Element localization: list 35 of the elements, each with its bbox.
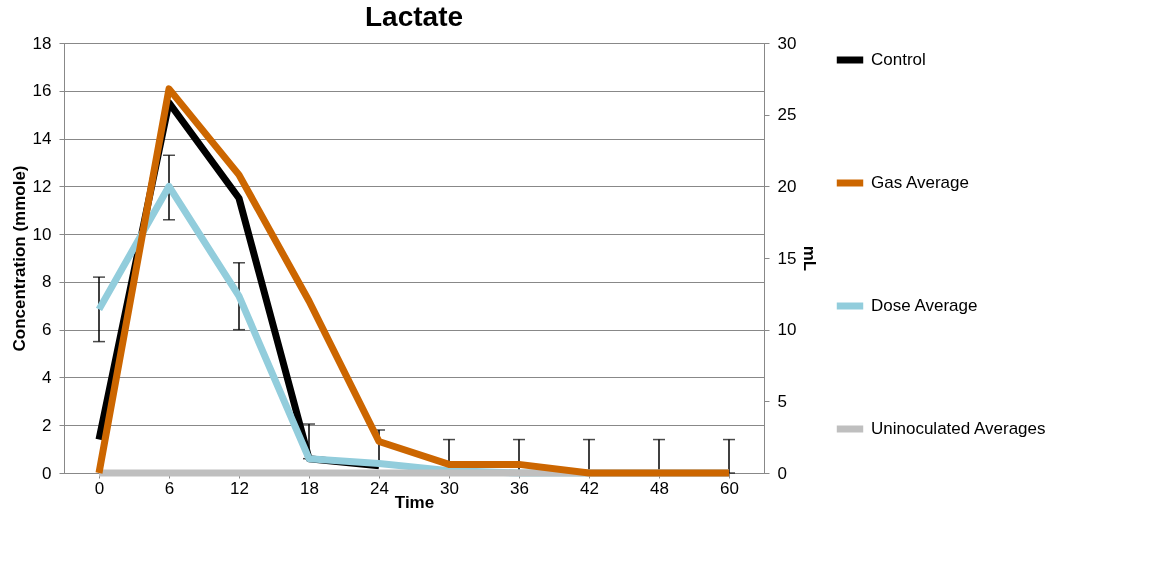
y2-axis-title: mL (800, 245, 820, 272)
chart-title: Lactate (364, 1, 464, 32)
x-tick-label: 36 (510, 478, 529, 498)
y2-tick-label: 20 (777, 176, 797, 196)
y-tick-label: 14 (32, 129, 52, 149)
y-tick-label: 8 (42, 272, 52, 292)
x-tick-label: 60 (720, 478, 739, 498)
y2-tick-label: 25 (777, 105, 797, 125)
y-tick-label: 10 (32, 224, 52, 244)
y2-tick-label: 15 (777, 248, 797, 268)
y-axis-title: Concentration (mmole) (9, 165, 29, 352)
y-tick-label: 2 (42, 415, 52, 435)
y2-tick-label: 0 (777, 463, 787, 483)
x-tick-label: 42 (580, 478, 599, 498)
y-tick-label: 18 (32, 33, 52, 53)
legend-label: Control (871, 50, 926, 69)
y2-tick-label: 10 (777, 320, 797, 340)
legend-label: Dose Average (871, 296, 978, 315)
x-tick-label: 48 (650, 478, 669, 498)
y-tick-label: 4 (42, 367, 52, 387)
x-tick-label: 24 (370, 478, 389, 498)
legend-label: Gas Average (871, 173, 969, 192)
y-tick-label: 0 (42, 463, 52, 483)
x-tick-label: 0 (94, 478, 105, 498)
y-tick-label: 12 (32, 176, 52, 196)
y2-tick-label: 30 (777, 33, 797, 53)
x-tick-label: 18 (300, 478, 319, 498)
x-tick-label: 6 (164, 478, 175, 498)
x-tick-label: 30 (440, 478, 459, 498)
y-tick-label: 16 (32, 81, 52, 101)
y-tick-label: 6 (42, 320, 52, 340)
x-tick-label: 12 (230, 478, 249, 498)
legend-label: Uninoculated Averages (871, 419, 1046, 438)
x-axis-title: Time (394, 492, 435, 512)
y2-tick-label: 5 (777, 391, 787, 411)
